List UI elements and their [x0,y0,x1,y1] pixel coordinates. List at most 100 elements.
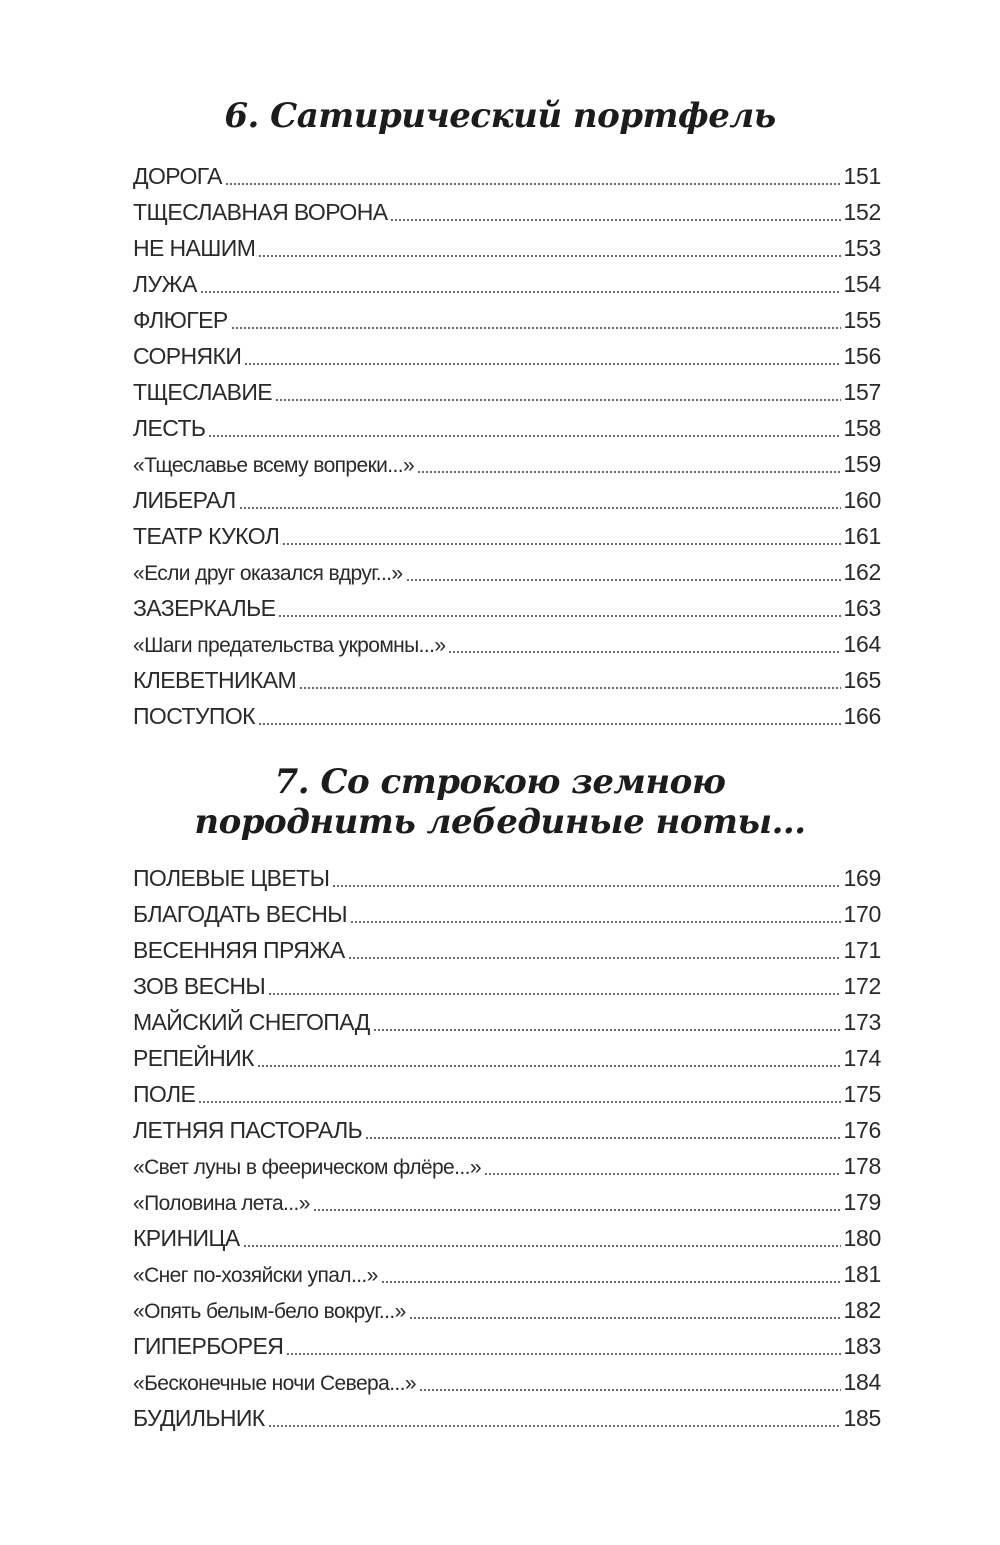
toc-entry-page-number: 173 [843,1009,882,1035]
toc-entry: ЛИБЕРАЛ 160 [133,480,881,516]
toc-entry-title: ПОСТУПОК [133,703,256,729]
toc-entry-page-number: 176 [843,1117,882,1143]
toc-entry-page-number: 170 [843,901,882,927]
toc-entry-page-number: 159 [843,451,882,477]
toc-entry-title: «Опять белым-бело вокруг...» [133,1300,406,1323]
toc-entry-page-number: 172 [843,973,882,999]
toc-entry: КЛЕВЕТНИКАМ 165 [133,660,881,696]
toc-entry-page-number: 156 [843,343,882,369]
dot-leader [199,291,841,293]
toc-entry-page-number: 165 [843,667,882,693]
toc-entry: СОРНЯКИ 156 [133,336,881,372]
toc-entry-title: ЛУЖА [133,271,197,297]
dot-leader [332,885,841,887]
toc-entry-page-number: 151 [843,163,882,189]
toc-entry-title: КЛЕВЕТНИКАМ [133,667,297,693]
toc-entry-title: ТЩЕСЛАВНАЯ ВОРОНА [133,199,388,225]
toc-entry-page-number: 164 [843,631,882,657]
toc-entry-title: КРИНИЦА [133,1225,240,1251]
toc-entry: ТЕАТР КУКОЛ 161 [133,516,881,552]
dot-leader [230,327,841,329]
toc-entry-title: НЕ НАШИМ [133,235,256,261]
dot-leader [312,1209,841,1211]
dot-leader [258,255,841,257]
toc-entry: «Снег по-хозяйски упал...» 181 [133,1254,881,1290]
toc-entry: ГИПЕРБОРЕЯ 183 [133,1326,881,1362]
toc-entry: ПОЛЕВЫЕ ЦВЕТЫ 169 [133,858,881,894]
toc-entry-title: ЗАЗЕРКАЛЬЕ [133,595,276,621]
section-6-toc-list: ДОРОГА 151 ТЩЕСЛАВНАЯ ВОРОНА 152 НЕ НАШИМ 153… [133,156,881,732]
toc-entry: ВЕСЕННЯЯ ПРЯЖА 171 [133,930,881,966]
toc-entry: РЕПЕЙНИК 174 [133,1038,881,1074]
toc-entry-page-number: 154 [843,271,882,297]
toc-entry-page-number: 185 [843,1405,882,1431]
toc-entry-title: «Снег по-хозяйски упал...» [133,1264,378,1287]
toc-entry: БУДИЛЬНИК 185 [133,1398,881,1434]
toc-entry: «Опять белым-бело вокруг...» 182 [133,1290,881,1326]
dot-leader [267,1425,841,1427]
section-7-title-line-1: 7. Со строкою земною [274,762,726,802]
toc-entry: ЛЕСТЬ 158 [133,408,881,444]
dot-leader [238,507,841,509]
toc-entry-page-number: 160 [843,487,882,513]
toc-entry-title: БУДИЛЬНИК [133,1405,265,1431]
toc-entry-title: «Тщеславье всему вопреки...» [133,454,415,477]
section-6-title: 6. Сатирический портфель [224,96,776,136]
toc-entry: «Свет луны в феерическом флёре...» 178 [133,1146,881,1182]
toc-entry-page-number: 179 [843,1189,882,1215]
dot-leader [286,1353,841,1355]
toc-entry-title: ЗОВ ВЕСНЫ [133,973,266,999]
toc-entry-page-number: 178 [843,1153,882,1179]
dot-leader [448,651,841,653]
toc-entry-title: ТЩЕСЛАВИЕ [133,379,273,405]
toc-entry-page-number: 152 [843,199,882,225]
dot-leader [365,1137,841,1139]
toc-entry-title: «Бесконечные ночи Севера...» [133,1372,417,1395]
dot-leader [408,1317,841,1319]
toc-entry: ЗАЗЕРКАЛЬЕ 163 [133,588,881,624]
toc-entry-title: ЛЕТНЯЯ ПАСТОРАЛЬ [133,1117,363,1143]
dot-leader [198,1101,841,1103]
toc-entry-page-number: 174 [843,1045,882,1071]
section-7-title-line-2: породнить лебединые ноты... [194,802,806,842]
toc-entry: «Половина лета...» 179 [133,1182,881,1218]
dot-leader [347,957,841,959]
toc-entry-page-number: 183 [843,1333,882,1359]
toc-entry-title: ФЛЮГЕР [133,307,228,333]
dot-leader [275,399,841,401]
toc-entry: КРИНИЦА 180 [133,1218,881,1254]
toc-entry: ФЛЮГЕР 155 [133,300,881,336]
toc-entry: ДОРОГА 151 [133,156,881,192]
dot-leader [405,579,841,581]
toc-entry: «Тщеславье всему вопреки...» 159 [133,444,881,480]
toc-entry-page-number: 184 [843,1369,882,1395]
dot-leader [244,363,841,365]
dot-leader [242,1245,841,1247]
toc-entry: ПОЛЕ 175 [133,1074,881,1110]
toc-entry-title: БЛАГОДАТЬ ВЕСНЫ [133,901,348,927]
toc-entry-title: ПОЛЕ [133,1081,196,1107]
dot-leader [380,1281,841,1283]
dot-leader [350,921,841,923]
toc-entry: «Шаги предательства укромны...» 164 [133,624,881,660]
toc-entry-page-number: 169 [843,865,882,891]
toc-entry-page-number: 155 [843,307,882,333]
toc-entry-page-number: 166 [843,703,882,729]
toc-entry-page-number: 182 [843,1297,882,1323]
toc-entry: ЗОВ ВЕСНЫ 172 [133,966,881,1002]
toc-entry-title: «Если друг оказался вдруг...» [133,562,403,585]
toc-entry-page-number: 161 [843,523,882,549]
toc-entry-title: ДОРОГА [133,163,222,189]
dot-leader [483,1173,841,1175]
section-7-toc-list: ПОЛЕВЫЕ ЦВЕТЫ 169 БЛАГОДАТЬ ВЕСНЫ 170 ВЕСЕНН… [133,858,881,1434]
toc-entry-page-number: 180 [843,1225,882,1251]
toc-entry-page-number: 171 [843,937,882,963]
dot-leader [390,219,841,221]
dot-leader [208,435,841,437]
toc-entry-page-number: 162 [843,559,882,585]
dot-leader [417,471,841,473]
toc-entry-title: «Свет луны в феерическом флёре...» [133,1156,482,1179]
dot-leader [256,1065,841,1067]
toc-entry-title: ЛИБЕРАЛ [133,487,236,513]
toc-entry: ЛУЖА 154 [133,264,881,300]
